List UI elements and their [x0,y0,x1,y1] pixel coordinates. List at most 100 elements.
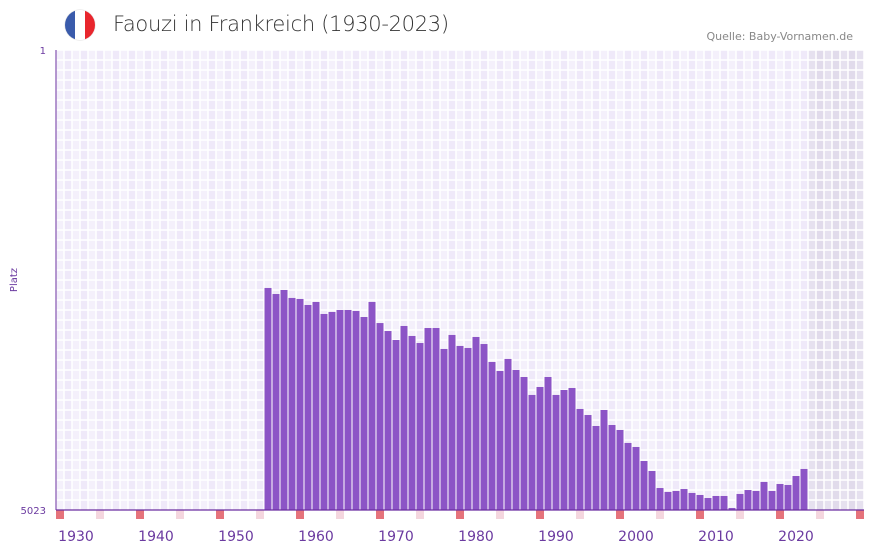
decade-marker [776,510,784,519]
bar-1969 [368,301,376,510]
bar-1980 [456,345,464,510]
x-tick-label: 1980 [458,529,494,545]
bar-1987 [512,369,520,510]
bar-1982 [472,336,480,510]
bar-1985 [496,370,504,510]
half-decade-marker [336,510,344,519]
bar-1966 [344,309,352,510]
bar-2013 [720,495,728,510]
half-decade-marker [656,510,664,519]
bar-2003 [640,460,648,510]
bar-2022 [792,476,800,510]
bar-1997 [592,426,600,510]
bar-1984 [488,361,496,510]
bar-2001 [624,442,632,510]
bar-2008 [680,489,688,510]
x-tick-label: 1930 [58,529,94,545]
bar-1971 [384,331,392,510]
x-tick-label: 2010 [698,529,734,545]
decade-marker [376,510,384,519]
bar-2002 [632,446,640,510]
y-axis-label: Platz [9,268,20,292]
bar-2023 [800,468,808,510]
half-decade-marker [256,510,264,519]
x-tick-label: 1940 [138,529,174,545]
x-tick-label: 2020 [778,529,814,545]
bar-2012 [712,495,720,510]
bar-2016 [744,490,752,510]
bar-1975 [416,343,424,510]
half-decade-marker [816,510,824,519]
bar-1989 [528,394,536,510]
half-decade-marker [176,510,184,519]
bar-1976 [424,327,432,510]
bar-2021 [784,484,792,510]
half-decade-marker [496,510,504,519]
bar-2009 [688,492,696,510]
bar-1979 [448,334,456,510]
decade-marker [696,510,704,519]
bar-1964 [328,311,336,510]
bar-1959 [288,297,296,510]
flag-white [75,10,85,40]
bar-1956 [264,287,272,510]
decade-marker [456,510,464,519]
france-flag-icon [65,10,95,40]
bar-1990 [536,386,544,510]
bar-1972 [392,339,400,510]
bar-1961 [304,305,312,510]
bar-2006 [664,491,672,510]
half-decade-marker [736,510,744,519]
bar-2000 [616,429,624,510]
bar-1977 [432,327,440,510]
bar-1994 [568,387,576,510]
y-tick-label-top: 1 [40,46,46,57]
bar-2015 [736,493,744,510]
decade-marker [216,510,224,519]
bar-2005 [656,488,664,510]
bar-1978 [440,348,448,510]
bar-1973 [400,325,408,510]
bar-1991 [544,377,552,510]
decade-marker [856,510,864,519]
bar-1965 [336,309,344,510]
flag-red [85,10,95,40]
bar-1986 [504,358,512,510]
bar-1958 [280,289,288,510]
decade-marker [136,510,144,519]
bar-1963 [320,313,328,510]
x-tick-label: 1950 [218,529,254,545]
x-tick-label: 1990 [538,529,574,545]
x-tick-label: 1960 [298,529,334,545]
bar-2010 [696,494,704,510]
y-tick-label-bottom: 5023 [21,506,46,517]
bar-1983 [480,344,488,510]
bar-1968 [360,317,368,510]
bar-1998 [600,409,608,510]
bar-1995 [576,408,584,510]
bar-1967 [352,310,360,510]
flag-blue [65,10,75,40]
bar-1957 [272,294,280,510]
decade-marker [536,510,544,519]
bar-1981 [464,347,472,510]
bar-1992 [552,394,560,510]
bar-1970 [376,323,384,510]
bar-1960 [296,298,304,510]
chart-title: Faouzi in Frankreich (1930-2023) [113,12,449,36]
bar-2017 [752,490,760,510]
x-tick-label: 1970 [378,529,414,545]
bar-2014 [728,507,736,510]
bar-1988 [520,377,528,510]
bar-2019 [768,490,776,510]
bar-2007 [672,490,680,510]
decade-marker [296,510,304,519]
half-decade-marker [576,510,584,519]
bar-1999 [608,424,616,510]
bar-1962 [312,301,320,510]
source-link[interactable]: Quelle: Baby-Vornamen.de [706,30,853,43]
bar-1996 [584,415,592,510]
bar-1993 [560,390,568,510]
bar-2011 [704,498,712,510]
